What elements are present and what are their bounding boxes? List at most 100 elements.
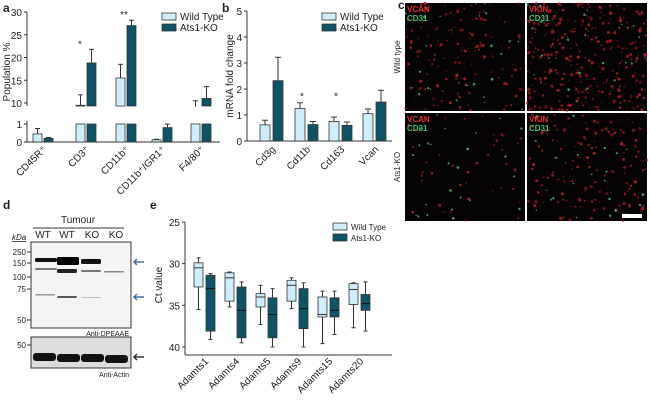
cd31-signal [490,44,493,48]
cd31-signal [439,15,441,18]
vcan-signal [562,54,565,57]
bar-lower [86,123,97,143]
vcan-signal [553,113,556,117]
vcan-signal [453,61,457,64]
vcan-signal [423,1,427,5]
vcan-signal [641,74,645,78]
vcan-signal [538,191,540,194]
actin-band [81,354,104,362]
vcan-signal [470,4,473,7]
x-tick-label: Cd11b [285,144,313,172]
vcan-signal [553,156,556,159]
stain-label-green: CD31 [529,14,550,23]
vcan-signal [530,36,534,40]
vcan-signal [624,172,626,174]
vcan-signal [436,105,438,107]
vcan-signal [488,3,491,6]
cd31-signal [520,127,523,130]
vcan-signal [609,11,613,15]
vcan-signal [637,150,640,153]
vcan-signal [580,66,584,70]
legend-label: Ats1-KO [180,23,218,34]
vcan-signal [503,21,506,24]
vcan-signal [573,86,576,89]
vcan-signal [622,151,626,155]
vcan-signal [630,26,633,29]
vcan-signal [635,155,638,158]
vcan-signal [595,168,599,172]
vcan-signal [583,135,586,139]
vcan-signal [432,97,435,100]
vcan-signal [576,165,579,169]
box [286,279,297,302]
vcan-signal [465,219,468,222]
vcan-signal [636,95,640,99]
vcan-signal [545,24,548,27]
vcan-signal [634,40,637,43]
vcan-signal [598,201,601,203]
vcan-signal [589,17,593,21]
vcan-signal [602,67,605,70]
vcan-signal [529,96,533,100]
vcan-signal [619,142,624,146]
vcan-signal [520,98,523,101]
lane-label: WT [59,230,75,241]
vcan-signal [452,26,455,29]
cd31-signal [638,36,640,39]
cd31-signal [484,2,487,5]
vcan-signal [505,162,508,166]
vcan-signal [645,158,649,162]
cd31-signal [475,2,477,5]
y-tick-label: 30 [169,260,181,271]
vcan-signal [635,79,639,82]
vcan-signal [570,73,574,77]
x-tick-label: CD45R⁺ [14,144,49,179]
vcan-signal [535,179,539,183]
blot-band [57,257,79,265]
vcan-signal [637,54,639,57]
vcan-signal [575,43,578,46]
vcan-signal [531,113,535,116]
vcan-signal [574,19,577,23]
micrograph-panel [405,3,525,111]
vcan-signal [530,128,532,130]
vcan-signal [569,126,571,128]
vcan-signal [560,108,564,112]
x-tick-label: Adamts1 [175,356,211,392]
vcan-signal [544,17,547,20]
marker-label: 150 [13,259,27,268]
vcan-signal [565,108,569,112]
vcan-signal [623,99,627,103]
vcan-signal [459,183,462,187]
vcan-signal [457,61,459,63]
blot-band [104,271,124,273]
cd31-signal [469,199,472,202]
cd31-signal [418,93,421,96]
actin-band [33,353,56,361]
vcan-signal [527,199,530,203]
vcan-signal [556,140,559,142]
panel-label-c: c [398,0,405,12]
vcan-signal [630,58,633,61]
vcan-signal [500,186,503,189]
vcan-signal [618,106,622,109]
vcan-signal [530,62,532,64]
vcan-signal [576,69,579,72]
vcan-signal [602,82,605,85]
vcan-signal [451,164,454,168]
cd31-signal [466,147,470,151]
cd31-signal [535,115,539,118]
vcan-signal [628,42,632,46]
vcan-signal [452,33,454,35]
vcan-signal [504,104,507,108]
scale-bar [622,214,642,218]
vcan-signal [409,46,413,49]
vcan-signal [503,82,507,86]
vcan-signal [623,165,626,169]
vcan-signal [574,145,577,148]
vcan-signal [609,47,612,50]
vcan-signal [571,168,573,170]
row-label: Ats1-KO [393,152,402,182]
stain-label-red: VKIN [529,5,548,14]
